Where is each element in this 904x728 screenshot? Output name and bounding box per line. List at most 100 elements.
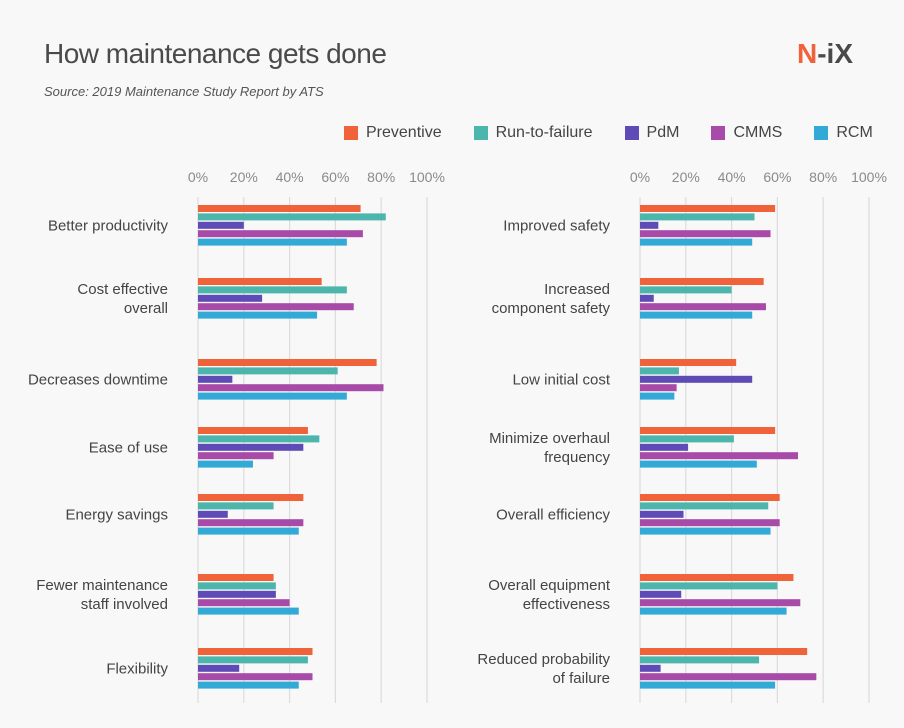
category-label: Low initial cost [512,371,610,388]
category-label: frequency [544,449,610,466]
bar-cmms [198,599,290,607]
legend-item-cmms: CMMS [711,124,782,142]
bar-cmms [640,519,780,527]
x-tick-label: 80% [367,169,395,185]
category-label: Improved safety [503,217,610,234]
bar-rcm [198,392,347,400]
bar-rcm [640,392,675,400]
legend-label: RCM [836,124,873,141]
bar-pdm [198,294,263,302]
legend-label: Preventive [366,124,442,141]
bar-cmms [198,303,354,311]
bar-pdm [198,221,244,229]
category-label: Minimize overhaul [489,430,610,447]
bar-run-to-failure [640,656,760,664]
legend-item-pdm: PdM [624,124,680,142]
bar-run-to-failure [198,435,320,443]
x-tick-label: 60% [321,169,349,185]
bar-cmms [198,519,304,527]
bar-rcm [640,460,757,468]
category-label: Flexibility [106,660,168,677]
bar-cmms [640,599,801,607]
bar-rcm [198,460,253,468]
bar-preventive [198,574,274,581]
bar-cmms [198,384,384,392]
bar-run-to-failure [640,286,732,294]
x-tick-label: 80% [809,169,837,185]
bar-preventive [640,205,776,212]
bar-pdm [640,294,654,302]
bar-cmms [198,452,274,460]
bar-preventive [198,427,308,434]
bar-rcm [198,311,318,319]
bar-cmms [640,303,766,311]
bar-cmms [640,673,817,681]
legend-swatch [473,126,488,140]
chart-source: Source: 2019 Maintenance Study Report by… [44,84,324,99]
category-label: overall [124,300,168,317]
category-label: of failure [552,670,610,687]
bar-rcm [640,607,787,615]
legend-swatch [814,126,829,140]
category-label: Decreases downtime [28,371,168,388]
bar-preventive [640,574,794,581]
bar-rcm [198,681,299,689]
bar-run-to-failure [198,656,308,664]
bar-preventive [640,648,808,655]
bar-cmms [198,673,313,681]
bar-pdm [640,510,684,518]
x-tick-label: 40% [276,169,304,185]
bar-rcm [198,238,347,246]
category-label: Better productivity [48,217,169,234]
x-tick-label: 40% [718,169,746,185]
bar-rcm [198,607,299,615]
category-label: effectiveness [523,596,610,613]
bar-run-to-failure [198,213,386,221]
x-tick-label: 60% [763,169,791,185]
bar-preventive [198,278,322,285]
category-label: Increased [544,281,610,298]
bar-preventive [640,427,776,434]
bar-run-to-failure [198,582,276,590]
bar-preventive [198,648,313,655]
bar-pdm [640,664,661,672]
bar-preventive [640,359,737,366]
bar-preventive [198,359,377,366]
bar-run-to-failure [198,367,338,375]
x-tick-label: 100% [409,169,445,185]
bar-preventive [198,494,304,501]
legend-label: PdM [646,124,680,141]
x-tick-label: 20% [230,169,258,185]
bar-rcm [640,238,753,246]
bar-rcm [640,311,753,319]
bar-pdm [640,375,753,383]
category-label: staff involved [81,596,168,613]
bar-rcm [640,681,776,689]
bar-pdm [640,443,689,451]
bar-run-to-failure [640,502,769,510]
legend-swatch [624,126,639,140]
legend-label: Run-to-failure [495,124,593,141]
category-label: Overall equipment [488,577,611,594]
legend-item-run-to-failure: Run-to-failure [473,124,593,142]
x-tick-label: 0% [630,169,650,185]
legend-label: CMMS [733,124,783,141]
bar-pdm [198,664,240,672]
legend-swatch [711,126,726,140]
category-label: Overall efficiency [496,506,610,523]
bar-preventive [640,278,764,285]
bar-run-to-failure [640,367,679,375]
bar-run-to-failure [198,286,347,294]
bar-pdm [640,221,659,229]
x-tick-label: 100% [851,169,887,185]
category-label: Fewer maintenance [36,577,168,594]
bar-pdm [198,443,304,451]
chart-legend: Preventive Run-to-failure PdM CMMS RCM [344,124,873,142]
legend-item-preventive: Preventive [344,124,442,142]
category-label: Energy savings [65,506,168,523]
category-label: Ease of use [89,439,168,456]
legend-item-rcm: RCM [814,124,873,142]
bar-cmms [198,230,363,238]
bar-run-to-failure [640,582,778,590]
